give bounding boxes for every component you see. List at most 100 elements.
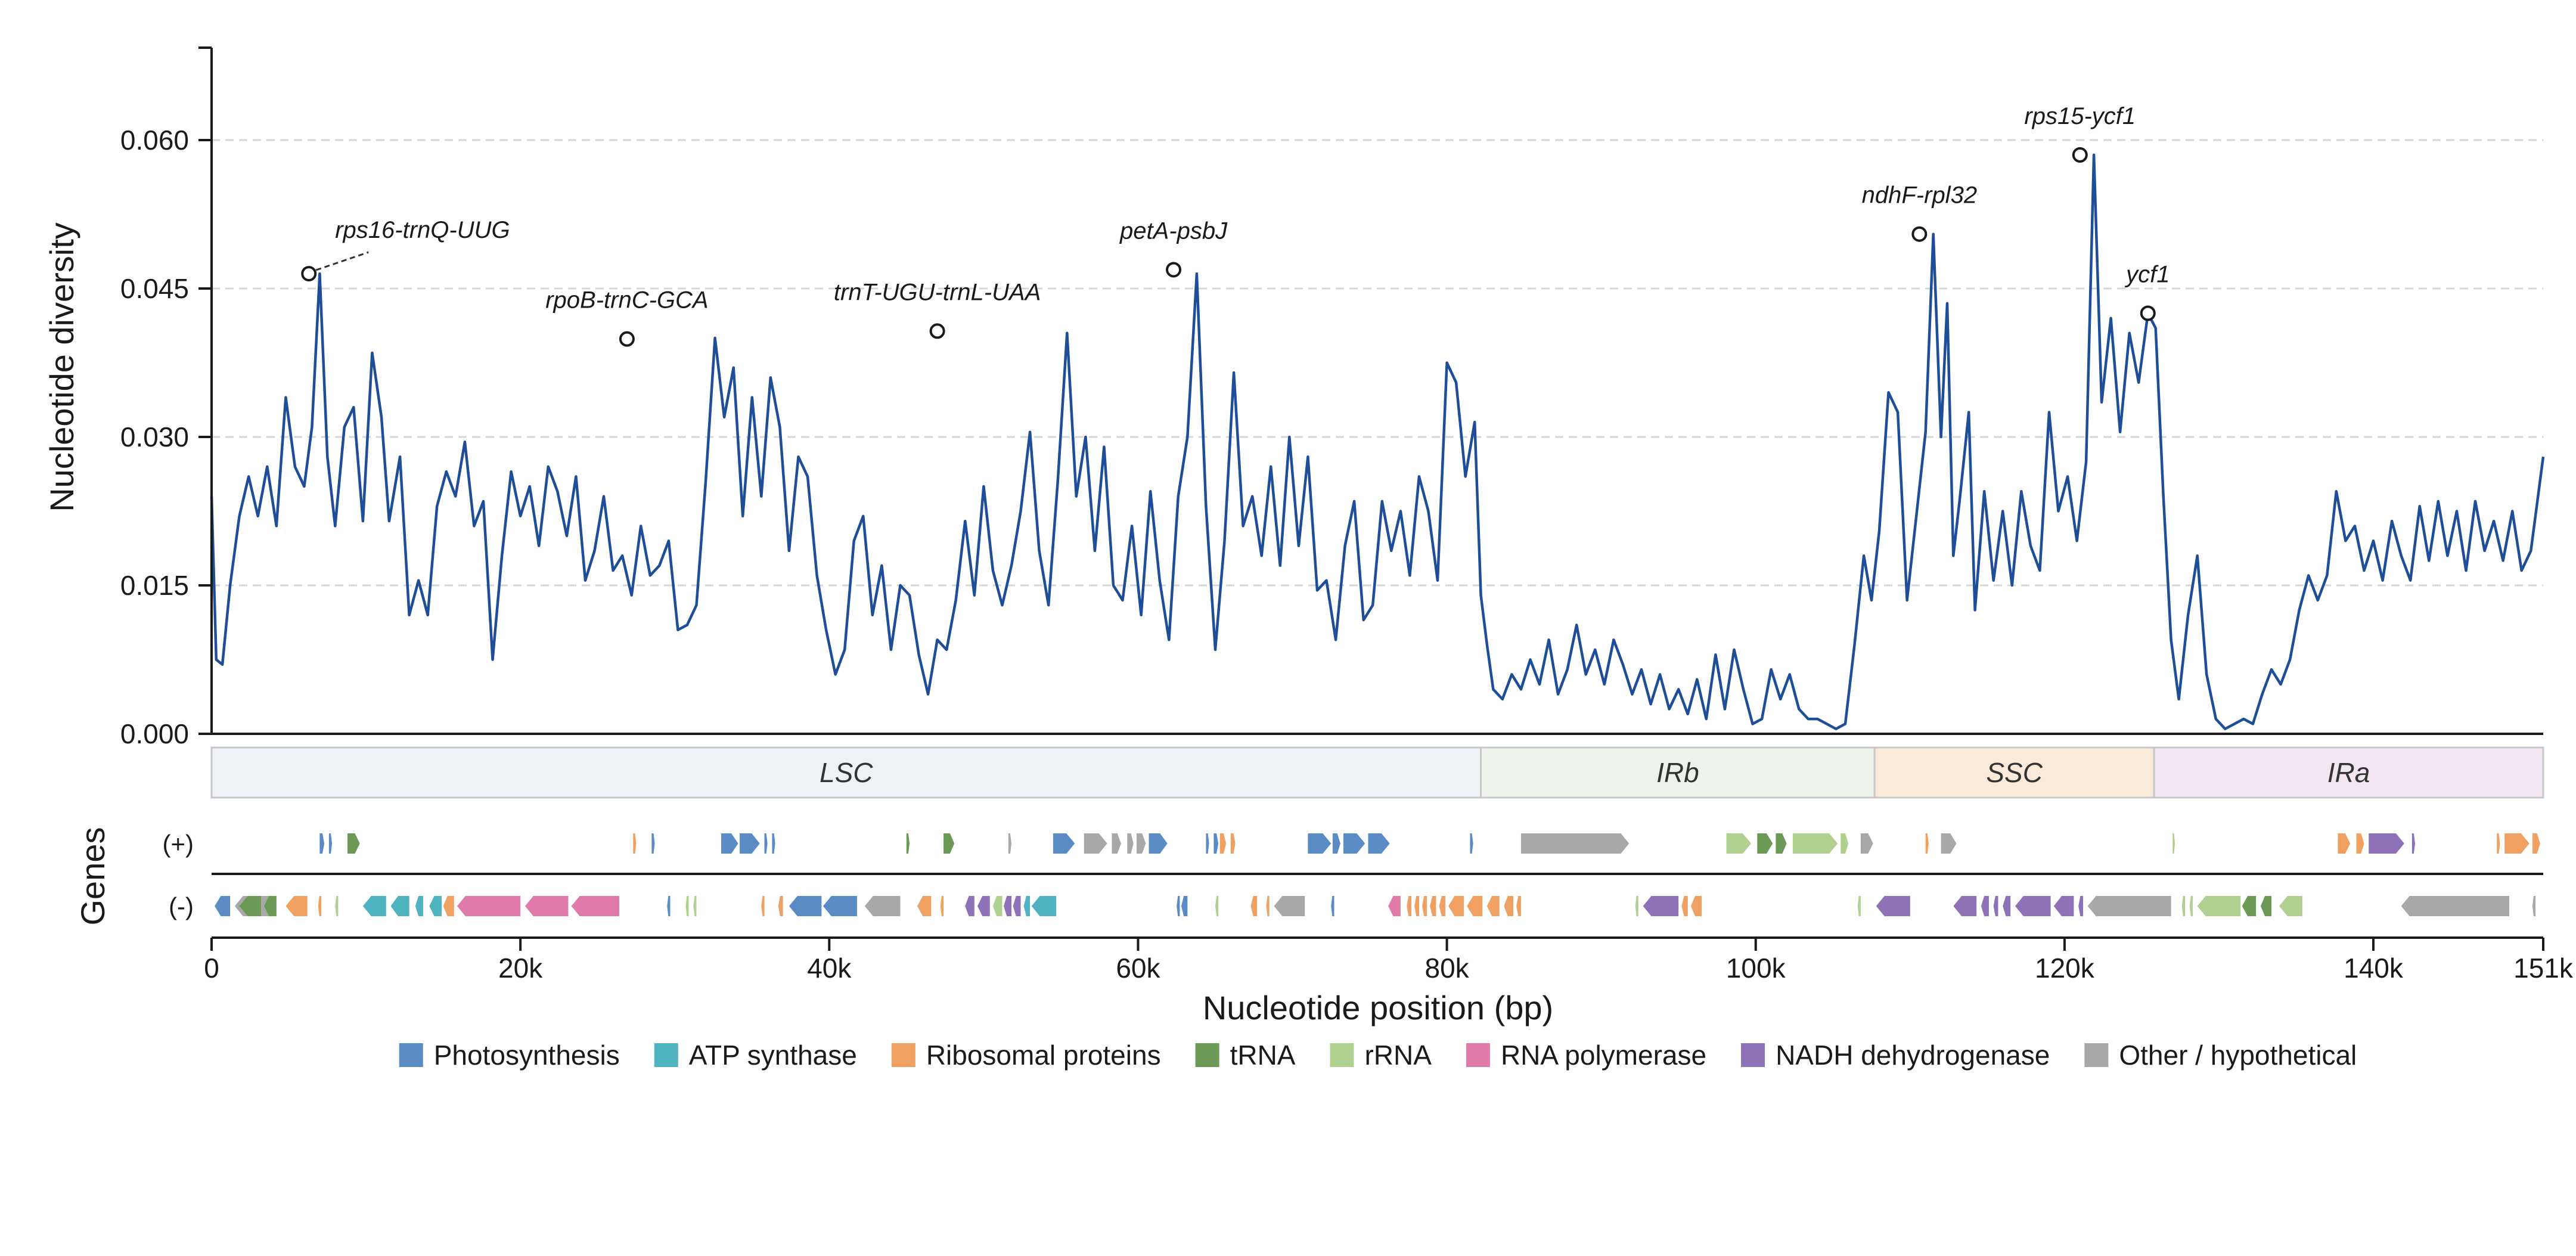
peak-label: petA-psbJ [1119,218,1228,244]
gene-minus-strand [415,896,423,916]
peak-label: rps15-ycf1 [2024,103,2136,129]
gene-plus-strand [1213,833,1219,854]
legend-label-rnap: RNA polymerase [1501,1040,1706,1071]
gene-minus-strand [1643,896,1679,916]
legend-swatch-other [2084,1043,2109,1067]
legend-swatch-atp [654,1043,678,1067]
gene-track [212,833,2543,939]
gene-minus-strand [1274,896,1305,916]
gene-minus-strand [1407,896,1411,916]
y-tick-label: 0.000 [120,718,189,749]
peak-marker [619,331,635,347]
gene-plus-strand [2532,833,2540,854]
gene-plus-strand [1520,833,1630,854]
y-tick-label: 0.015 [120,570,189,601]
region-lsc [210,746,1482,799]
gene-minus-strand [685,896,689,916]
region-label-ssc: SSC [1986,757,2043,788]
x-tick-label: 40k [807,953,852,984]
gene-minus-strand [1430,896,1436,916]
gene-minus-strand [667,896,671,916]
peak-label: ycf1 [2124,262,2170,288]
gene-plus-strand [1776,833,1787,854]
legend-label-rrna: rRNA [1364,1040,1432,1071]
legend: Photosynthesis ATP synthase Ribosomal prot… [399,1040,2357,1071]
peak-annotations: rps16-trnQ-UUG rpoB-trnC-GCA trnT-UGU-trnL… [301,103,2170,347]
diversity-line-layer [210,153,2545,730]
minus-strand-label: (-) [169,892,194,920]
genome-region-bar: LSC IRb SSC IRa [210,746,2544,799]
y-axis-title: Nucleotide diversity [43,222,80,512]
gene-plus-strand [1925,833,1929,854]
gene-plus-strand [1757,833,1773,854]
gene-plus-strand [1127,833,1134,854]
gene-minus-strand [2189,896,2193,916]
legend-swatch-trna [1195,1043,1219,1067]
gene-minus-strand [992,896,1003,916]
x-tick-label: 20k [498,953,543,984]
x-tick-label: 100k [1726,953,1786,984]
gene-minus-strand [1414,896,1419,916]
gene-plus-strand [1219,833,1227,854]
gene-minus-strand [2181,896,2185,916]
gene-minus-strand [823,896,857,916]
gene-plus-strand [1206,833,1209,854]
gene-minus-strand [2087,896,2171,916]
gene-minus-strand [285,896,308,916]
gene-minus-strand [2532,896,2536,916]
gene-minus-strand [2003,896,2011,916]
gene-minus-strand [335,896,339,916]
peak-marker [2140,305,2156,321]
gene-minus-strand [789,896,822,916]
gene-minus-strand [443,896,454,916]
region-ira [2153,746,2544,799]
gene-plus-strand [2338,833,2351,854]
gene-plus-strand [740,833,760,854]
peak-marker [1911,226,1928,242]
gene-plus-strand [1149,833,1168,854]
gene-minus-strand [571,896,619,916]
gene-minus-strand [940,896,944,916]
gene-plus-strand [1941,833,1957,854]
gene-minus-strand [1993,896,1998,916]
gene-plus-strand [1053,833,1075,854]
gene-minus-strand [2197,896,2241,916]
gene-plus-strand [651,833,655,854]
x-axis-title: Nucleotide position (bp) [1203,989,1553,1026]
gene-plus-strand [1792,833,1838,854]
gene-plus-strand [1332,833,1340,854]
gene-minus-strand [1681,896,1688,916]
gene-minus-strand [1177,896,1180,916]
legend-swatch-ndh [1741,1043,1765,1067]
gene-minus-strand [1516,896,1521,916]
legend-label-ndh: NADH dehydrogenase [1776,1040,2050,1071]
peak-marker [1166,262,1182,278]
gene-minus-strand [457,896,521,916]
gene-minus-strand [1250,896,1257,916]
gene-minus-strand [264,896,277,916]
grid-layer [212,139,2543,587]
peak-label: rps16-trnQ-UUG [335,217,510,243]
gene-minus-strand [2401,896,2510,916]
gene-plus-strand [1368,833,1390,854]
gene-minus-strand [1876,896,1910,916]
gene-minus-strand [1181,896,1188,916]
gene-minus-strand [1023,896,1031,916]
y-tick-label: 0.045 [120,273,189,304]
axes: Nucleotide diversity Nucleotide position… [43,46,2574,1026]
gene-plus-strand [1084,833,1107,854]
gene-plus-strand [1343,833,1365,854]
x-tick-label: 120k [2035,953,2095,984]
gene-plus-strand [1136,833,1146,854]
gene-minus-strand [1486,896,1500,916]
x-tick-label: 80k [1424,953,1469,984]
region-irb [1480,746,1876,799]
peak-marker [929,323,945,339]
gene-minus-strand [1953,896,1977,916]
legend-swatch-photo [399,1043,423,1067]
gene-minus-strand [2242,896,2257,916]
gene-plus-strand [2497,833,2500,854]
gene-minus-strand [318,896,321,916]
gene-minus-strand [864,896,901,916]
